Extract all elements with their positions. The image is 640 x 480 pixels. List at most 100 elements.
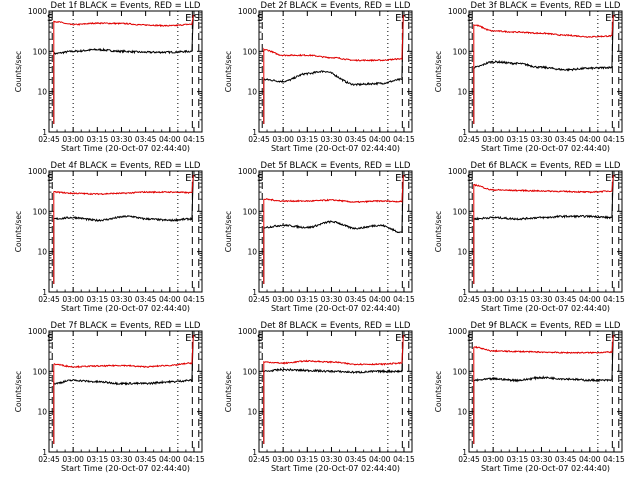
panel-title: Det 4f BLACK = Events, RED = LLD bbox=[51, 161, 201, 171]
x-tick-label: 04:00 bbox=[159, 455, 181, 464]
plot-frame bbox=[468, 330, 623, 453]
x-axis-label: Start Time (20-Oct-07 02:44:40) bbox=[61, 144, 190, 153]
x-tick-label: 03:45 bbox=[135, 295, 157, 304]
e-marker-label: E bbox=[605, 173, 611, 184]
x-tick-label: 03:00 bbox=[272, 295, 294, 304]
y-tick-label: 1000 bbox=[448, 327, 467, 336]
panel-det-9: Det 9f BLACK = Events, RED = LLD 1 10 100 10… bbox=[434, 321, 625, 473]
s-marker-label: S bbox=[257, 333, 263, 344]
x-tick-label: 04:00 bbox=[579, 135, 601, 144]
y-axis-label: Counts/sec bbox=[434, 371, 443, 412]
x-tick-label: 03:00 bbox=[482, 295, 504, 304]
x-tick-label: 03:00 bbox=[482, 455, 504, 464]
e-marker-label: E bbox=[185, 173, 191, 184]
x-axis-label: Start Time (20-Oct-07 02:44:40) bbox=[271, 144, 400, 153]
y-tick-label: 10 bbox=[457, 88, 467, 97]
y-tick-label: 10 bbox=[247, 88, 257, 97]
panel-det-1: Det 1f BLACK = Events, RED = LLD 1 10 100 10… bbox=[14, 1, 205, 153]
y-tick-label: 100 bbox=[243, 367, 258, 376]
plot-frame bbox=[48, 10, 203, 133]
x-tick-label: 02:45 bbox=[458, 455, 480, 464]
panel-title: Det 9f BLACK = Events, RED = LLD bbox=[471, 321, 621, 331]
s-marker-label: S bbox=[47, 13, 53, 24]
x-tick-label: 04:00 bbox=[159, 295, 181, 304]
panel-title: Det 7f BLACK = Events, RED = LLD bbox=[51, 321, 201, 331]
lld-series-line bbox=[473, 174, 614, 284]
y-axis-label: Counts/sec bbox=[224, 371, 233, 412]
x-tick-label: 02:45 bbox=[38, 295, 60, 304]
panel-det-6: Det 6f BLACK = Events, RED = LLD 1 10 100 10… bbox=[434, 161, 625, 313]
e-marker-label: E bbox=[605, 13, 611, 24]
y-tick-label: 100 bbox=[453, 47, 468, 56]
x-tick-label: 03:30 bbox=[531, 135, 553, 144]
x-tick-label: 04:15 bbox=[603, 295, 625, 304]
e-marker-label: E bbox=[185, 13, 191, 24]
s-marker-label: S bbox=[404, 13, 410, 24]
events-series-line bbox=[53, 334, 194, 444]
lld-series-line bbox=[53, 334, 194, 444]
s-marker-label: S bbox=[614, 333, 620, 344]
events-series-line bbox=[263, 334, 404, 444]
events-series-line bbox=[473, 14, 614, 124]
x-tick-label: 04:00 bbox=[579, 295, 601, 304]
s-marker-label: S bbox=[257, 13, 263, 24]
x-tick-label: 03:30 bbox=[531, 295, 553, 304]
y-tick-label: 1000 bbox=[238, 167, 257, 176]
x-tick-label: 03:15 bbox=[87, 455, 109, 464]
y-tick-label: 100 bbox=[33, 367, 48, 376]
y-tick-label: 10 bbox=[457, 248, 467, 257]
s-marker-label: S bbox=[404, 333, 410, 344]
y-tick-label: 1 bbox=[462, 448, 467, 457]
s-marker-label: S bbox=[194, 13, 200, 24]
y-tick-label: 1000 bbox=[28, 327, 47, 336]
s-marker-label: S bbox=[194, 333, 200, 344]
y-tick-label: 1 bbox=[252, 288, 257, 297]
x-tick-label: 02:45 bbox=[248, 295, 270, 304]
x-tick-label: 04:00 bbox=[159, 135, 181, 144]
x-tick-label: 03:45 bbox=[345, 295, 367, 304]
y-tick-label: 10 bbox=[37, 408, 47, 417]
s-marker-label: S bbox=[467, 333, 473, 344]
y-tick-label: 1 bbox=[42, 288, 47, 297]
x-tick-label: 03:15 bbox=[297, 455, 319, 464]
x-axis-label: Start Time (20-Oct-07 02:44:40) bbox=[271, 464, 400, 473]
x-axis-label: Start Time (20-Oct-07 02:44:40) bbox=[61, 304, 190, 313]
x-tick-label: 02:45 bbox=[458, 295, 480, 304]
y-axis-label: Counts/sec bbox=[14, 371, 23, 412]
x-tick-label: 04:15 bbox=[393, 455, 415, 464]
plot-frame bbox=[468, 10, 623, 133]
lld-series-line bbox=[473, 334, 614, 444]
panel-title: Det 5f BLACK = Events, RED = LLD bbox=[261, 161, 411, 171]
x-tick-label: 03:30 bbox=[531, 455, 553, 464]
x-tick-label: 04:15 bbox=[393, 135, 415, 144]
x-tick-label: 03:00 bbox=[272, 455, 294, 464]
x-axis-label: Start Time (20-Oct-07 02:44:40) bbox=[271, 304, 400, 313]
x-tick-label: 04:15 bbox=[183, 295, 205, 304]
e-marker-label: E bbox=[605, 333, 611, 344]
x-tick-label: 02:45 bbox=[458, 135, 480, 144]
x-tick-label: 03:00 bbox=[482, 135, 504, 144]
plot-frame bbox=[468, 170, 623, 293]
x-tick-label: 03:00 bbox=[62, 455, 84, 464]
x-tick-label: 04:15 bbox=[603, 135, 625, 144]
events-series-line bbox=[53, 14, 194, 124]
s-marker-label: S bbox=[194, 173, 200, 184]
y-tick-label: 1000 bbox=[448, 7, 467, 16]
x-tick-label: 03:30 bbox=[321, 295, 343, 304]
panel-title: Det 2f BLACK = Events, RED = LLD bbox=[261, 1, 411, 11]
y-tick-label: 1 bbox=[462, 288, 467, 297]
x-tick-label: 03:15 bbox=[507, 135, 529, 144]
lld-series-line bbox=[53, 14, 194, 124]
plot-frame bbox=[258, 10, 413, 133]
y-tick-label: 100 bbox=[243, 207, 258, 216]
events-series-line bbox=[473, 174, 614, 284]
y-tick-label: 10 bbox=[457, 408, 467, 417]
x-axis-label: Start Time (20-Oct-07 02:44:40) bbox=[61, 464, 190, 473]
plot-frame bbox=[258, 170, 413, 293]
panel-title: Det 6f BLACK = Events, RED = LLD bbox=[471, 161, 621, 171]
y-tick-label: 100 bbox=[453, 207, 468, 216]
y-tick-label: 1000 bbox=[238, 7, 257, 16]
lld-series-line bbox=[263, 174, 404, 284]
y-tick-label: 1000 bbox=[28, 7, 47, 16]
